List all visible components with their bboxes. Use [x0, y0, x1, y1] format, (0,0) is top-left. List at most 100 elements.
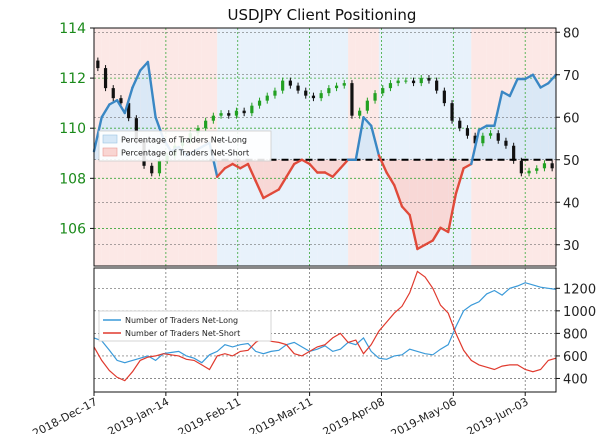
sentiment-band: [402, 159, 410, 215]
net-long-percentage-line: [92, 116, 103, 153]
sentiment-shade: [394, 28, 402, 266]
sentiment-band: [432, 159, 441, 241]
net-long-percentage-line: [331, 167, 342, 178]
net-long-percentage-line: [500, 90, 511, 98]
price-candle-body: [350, 83, 354, 116]
net-long-percentage-line: [100, 103, 111, 119]
right-axis-tick-label: 40: [563, 196, 580, 211]
net-long-percentage-line: [269, 188, 280, 195]
net-long-percentage-line: [277, 175, 288, 191]
net-long-percentage-line: [477, 124, 488, 132]
net-long-percentage-line: [308, 162, 319, 174]
net-long-percentage-line: [423, 239, 434, 246]
price-candle-body: [157, 160, 162, 174]
price-candle-body: [103, 68, 108, 89]
price-candle-body: [311, 95, 316, 99]
net-long-percentage-line: [108, 99, 119, 106]
price-candle-body: [473, 135, 477, 144]
sentiment-band: [317, 159, 325, 173]
price-candle-body: [242, 110, 246, 114]
price-candle-body: [273, 90, 277, 96]
top-legend-box: [98, 130, 272, 162]
bottom-legend: Number of Traders Net-Long Number of Trad…: [98, 310, 272, 342]
price-candle-body: [542, 163, 547, 169]
sentiment-shade: [271, 28, 279, 266]
price-candle-body: [119, 98, 123, 104]
sentiment-band: [417, 159, 426, 249]
price-candle-body: [111, 88, 115, 99]
right-axis-tick-label: 80: [563, 26, 580, 41]
sentiment-band: [409, 159, 418, 249]
price-candle-body: [204, 120, 208, 129]
bottom-axis-tick-label: 1200: [563, 282, 596, 297]
x-axis-tick-label: 2019-Mar-11: [247, 395, 315, 434]
sentiment-band: [394, 159, 402, 207]
sentiment-band: [440, 159, 449, 232]
net-long-percentage-line: [370, 124, 381, 157]
price-candle-body: [96, 60, 100, 69]
net-long-percentage-line: [293, 158, 304, 166]
price-candle-body: [134, 118, 138, 141]
right-axis-tick-label: 70: [563, 69, 580, 84]
sentiment-band: [448, 159, 456, 232]
price-candle-body: [512, 145, 516, 161]
sentiment-shade: [432, 28, 441, 266]
sentiment-shade: [425, 28, 433, 266]
sentiment-band: [517, 79, 526, 160]
sentiment-shade: [340, 28, 349, 266]
price-candle-body: [365, 100, 369, 111]
sentiment-band: [525, 74, 533, 160]
traders-net-long-line: [93, 282, 557, 364]
left-axis-tick-label: 106: [59, 221, 86, 237]
price-candle-body: [496, 133, 500, 141]
sentiment-band: [263, 159, 272, 198]
legend-label-net-long: Percentage of Traders Net-Long: [121, 136, 247, 145]
price-candle-body: [388, 83, 393, 89]
price-candle-body: [411, 80, 416, 84]
net-long-percentage-line: [323, 171, 334, 178]
sentiment-shade: [278, 28, 287, 266]
price-candle-body: [450, 103, 454, 121]
net-long-percentage-line: [416, 243, 427, 251]
net-long-percentage-line: [138, 60, 150, 72]
left-axis-tick-label: 114: [59, 21, 86, 37]
net-long-percentage-line: [439, 226, 450, 234]
bottom-legend-box: [98, 310, 272, 342]
right-axis-tick-label: 60: [563, 111, 580, 126]
sentiment-shade: [463, 28, 472, 266]
net-long-percentage-line: [285, 162, 296, 178]
sentiment-band: [332, 159, 341, 177]
sentiment-shade: [301, 28, 310, 266]
x-axis-tick-label: 2019-Jan-14: [106, 395, 172, 434]
price-candle-body: [319, 93, 323, 99]
x-axis-tick-label: 2019-May-06: [389, 395, 459, 434]
sentiment-shade: [378, 28, 387, 266]
net-long-percentage-line: [115, 99, 127, 115]
bottom-axis-tick-label: 800: [563, 327, 588, 342]
price-candle-body: [327, 88, 331, 94]
sentiment-shade: [448, 28, 456, 266]
bottom-axis-tick-label: 1000: [563, 305, 596, 320]
price-candle-body: [304, 90, 308, 96]
sentiment-shade: [286, 28, 295, 266]
sentiment-band: [278, 159, 287, 190]
x-axis-tick-label: 2019-Apr-08: [321, 395, 387, 434]
sentiment-shade: [402, 28, 410, 266]
sentiment-band: [548, 74, 556, 160]
sentiment-shade: [348, 28, 356, 266]
legend-label-number-net-short: Number of Traders Net-Short: [125, 329, 240, 338]
net-long-percentage-line: [493, 90, 504, 127]
net-long-percentage-line: [531, 73, 542, 89]
net-long-percentage-line: [215, 167, 227, 178]
net-long-percentage-line: [400, 205, 411, 217]
price-candle-body: [257, 100, 262, 106]
legend-swatch-net-long: [102, 134, 118, 144]
sentiment-shade: [294, 28, 302, 266]
price-candle-body: [519, 160, 523, 174]
price-candle-body: [227, 113, 231, 116]
chart-title: USDJPY Client Positioning: [228, 6, 417, 24]
price-candle-body: [234, 110, 239, 116]
sentiment-shade: [317, 28, 325, 266]
left-axis-tick-label: 108: [59, 171, 86, 187]
net-long-percentage-line: [339, 158, 350, 170]
